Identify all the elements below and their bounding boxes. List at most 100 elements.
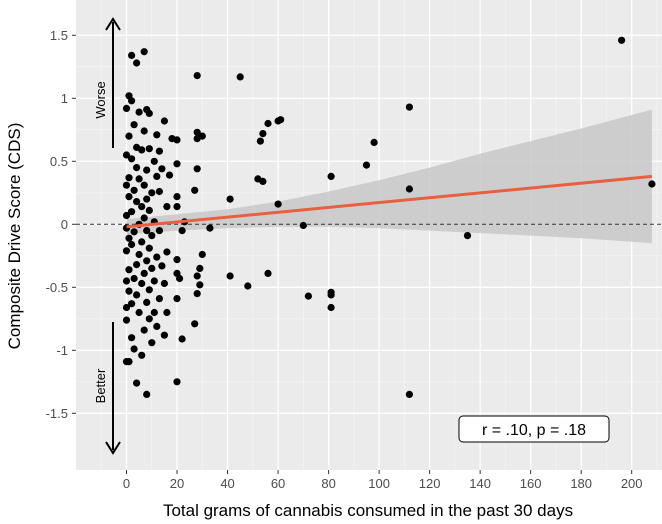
data-point: [153, 253, 161, 261]
data-point: [133, 291, 141, 299]
x-tick-label: 0: [123, 476, 130, 491]
data-point: [128, 51, 136, 60]
data-point: [133, 261, 141, 269]
y-axis-ticks: -1.5 -1 -0.5 0 0.5 1 1.5: [46, 28, 76, 421]
data-point: [256, 137, 264, 145]
x-tick-label: 40: [220, 476, 234, 491]
data-point: [135, 308, 143, 317]
data-point: [143, 166, 151, 174]
data-point: [135, 108, 143, 116]
data-point: [173, 378, 181, 386]
data-point: [405, 390, 413, 398]
data-point: [143, 106, 151, 114]
data-point: [160, 279, 168, 288]
data-point: [148, 264, 156, 272]
data-point: [148, 189, 156, 197]
data-point: [122, 316, 131, 324]
confidence-ribbon: [126, 109, 652, 244]
worse-arrow: [105, 17, 121, 148]
x-tick-label: 80: [321, 476, 335, 491]
data-point: [122, 358, 131, 366]
y-tick-label: -1: [56, 343, 68, 358]
data-point: [198, 250, 206, 259]
data-point: [150, 157, 158, 165]
correlation-annotation: r = .10, p = .18: [458, 415, 610, 443]
data-point: [148, 339, 156, 347]
data-point: [150, 308, 158, 317]
data-point: [155, 187, 163, 196]
data-point: [143, 227, 151, 235]
data-point: [122, 104, 131, 112]
data-point: [143, 298, 151, 306]
data-point: [135, 250, 143, 259]
data-point: [173, 269, 181, 277]
data-point: [128, 208, 136, 216]
regression-line: [126, 174, 653, 229]
data-point: [304, 292, 312, 300]
data-point: [125, 287, 133, 295]
x-tick-label: 180: [570, 476, 592, 491]
data-point: [191, 320, 199, 328]
y-tick-label: 1: [61, 91, 68, 106]
better-label: Better: [93, 368, 108, 403]
data-point: [299, 221, 307, 230]
worse-label: Worse: [93, 81, 108, 118]
data-point: [173, 160, 181, 168]
data-point: [125, 174, 133, 182]
data-point: [128, 334, 136, 342]
data-point: [173, 193, 181, 201]
data-point: [122, 151, 131, 159]
data-point: [165, 171, 174, 179]
data-point: [122, 211, 131, 220]
data-point: [135, 175, 143, 183]
data-point: [153, 131, 161, 139]
data-point: [155, 147, 163, 155]
x-tick-label: 160: [520, 476, 542, 491]
data-point: [648, 180, 656, 188]
data-point: [193, 135, 201, 143]
data-point: [405, 103, 413, 111]
y-tick-label: 0.5: [50, 154, 68, 169]
data-point: [244, 282, 252, 290]
x-tick-label: 100: [368, 476, 390, 491]
data-point: [193, 290, 201, 298]
data-point: [140, 326, 148, 334]
data-point: [370, 138, 378, 146]
data-point: [130, 121, 138, 129]
data-point: [145, 145, 153, 153]
data-point: [128, 300, 136, 308]
data-point: [130, 228, 138, 236]
data-point: [163, 203, 171, 211]
data-point: [168, 135, 176, 143]
data-point: [264, 119, 272, 128]
data-point: [264, 269, 272, 277]
data-point: [274, 200, 282, 208]
data-point: [133, 379, 141, 387]
data-point: [173, 256, 181, 264]
data-point: [160, 331, 168, 339]
data-point: [133, 198, 141, 206]
data-point: [133, 164, 141, 172]
data-point: [122, 277, 131, 285]
data-point: [153, 322, 161, 330]
data-point: [191, 186, 199, 194]
data-point: [138, 351, 146, 359]
data-point: [148, 232, 156, 240]
data-point: [196, 281, 204, 289]
data-point: [618, 36, 626, 44]
data-point: [226, 272, 234, 280]
data-points: [122, 36, 656, 398]
y-tick-label: -1.5: [46, 406, 68, 421]
data-point: [155, 295, 163, 303]
data-point: [143, 257, 151, 265]
data-point: [327, 172, 335, 180]
data-point: [163, 308, 171, 317]
data-point: [160, 117, 168, 125]
correlation-label: r = .10, p = .18: [482, 422, 586, 439]
data-point: [138, 279, 146, 288]
data-point: [125, 234, 133, 242]
x-axis-ticks: 0 20 40 60 80 100 120 140 160 180 200: [123, 470, 643, 491]
data-point: [158, 165, 166, 173]
data-point: [140, 181, 148, 189]
